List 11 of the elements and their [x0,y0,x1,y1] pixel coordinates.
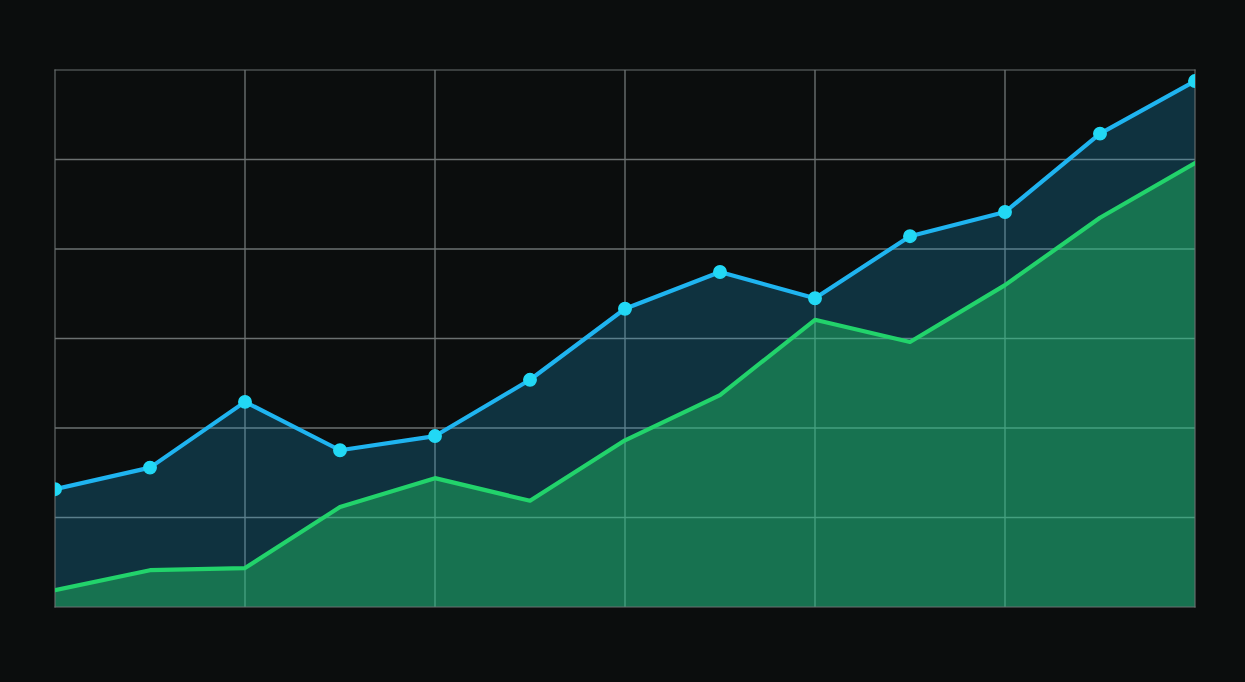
point [903,229,917,244]
point [713,265,727,279]
point [808,291,822,306]
point [1093,126,1107,141]
point [333,443,347,458]
point [143,460,157,475]
point [238,394,252,409]
point [998,205,1012,219]
point [428,429,442,444]
point [618,301,632,316]
point [523,372,537,387]
